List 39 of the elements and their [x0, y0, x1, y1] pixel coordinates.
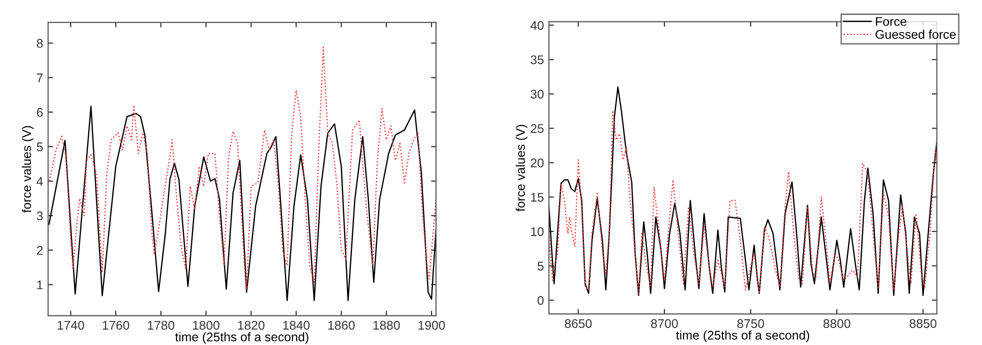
x-tick-label: 1740 [58, 320, 84, 330]
y-tick-label: 35 [530, 55, 544, 64]
y-tick-label: 5 [36, 142, 43, 152]
legend-label: Force [876, 17, 906, 26]
y-tick-label: 15 [531, 192, 544, 202]
y-tick-label: 4 [36, 177, 43, 186]
x-tick-label: 8800 [823, 319, 850, 328]
legend-label: Guessed force [876, 30, 956, 39]
y-tick-label: 6 [36, 108, 43, 117]
y-tick-label: 5 [538, 262, 544, 270]
x-tick-label: 1880 [373, 320, 400, 330]
y-tick-label: 20 [530, 158, 544, 168]
y-axis-title: force values (V) [516, 124, 528, 212]
x-tick-label: 1860 [328, 320, 355, 330]
y-axis-title: force values (V) [22, 126, 34, 213]
line-series [48, 46, 436, 290]
x-tick-label: 8750 [737, 319, 764, 328]
y-tick-label: 30 [530, 90, 544, 99]
x-tick-label: 1900 [418, 320, 445, 330]
x-tick-label: 1820 [238, 320, 264, 330]
y-tick-label: 25 [530, 124, 544, 133]
line-series [48, 106, 436, 302]
x-axis-title: time (25ths of a second) [175, 332, 308, 344]
x-tick-label: 1840 [283, 320, 310, 330]
y-tick-label: 3 [36, 211, 43, 220]
y-tick-label: 0 [538, 296, 544, 305]
x-tick-label: 8650 [564, 319, 592, 328]
y-tick-label: 1 [37, 280, 43, 290]
y-tick-label: 2 [36, 246, 43, 255]
x-tick-label: 1760 [102, 320, 130, 330]
x-tick-label: 8700 [651, 319, 678, 328]
x-tick-label: 1800 [193, 320, 220, 330]
y-tick-label: 8 [36, 38, 43, 48]
y-tick-label: 7 [36, 74, 43, 82]
x-tick-label: 1780 [148, 320, 174, 330]
y-tick-label: 10 [531, 227, 544, 236]
x-axis-title: time (25ths of a second) [676, 330, 810, 342]
y-tick-label: 40 [530, 20, 544, 30]
x-tick-label: 8850 [910, 319, 936, 328]
